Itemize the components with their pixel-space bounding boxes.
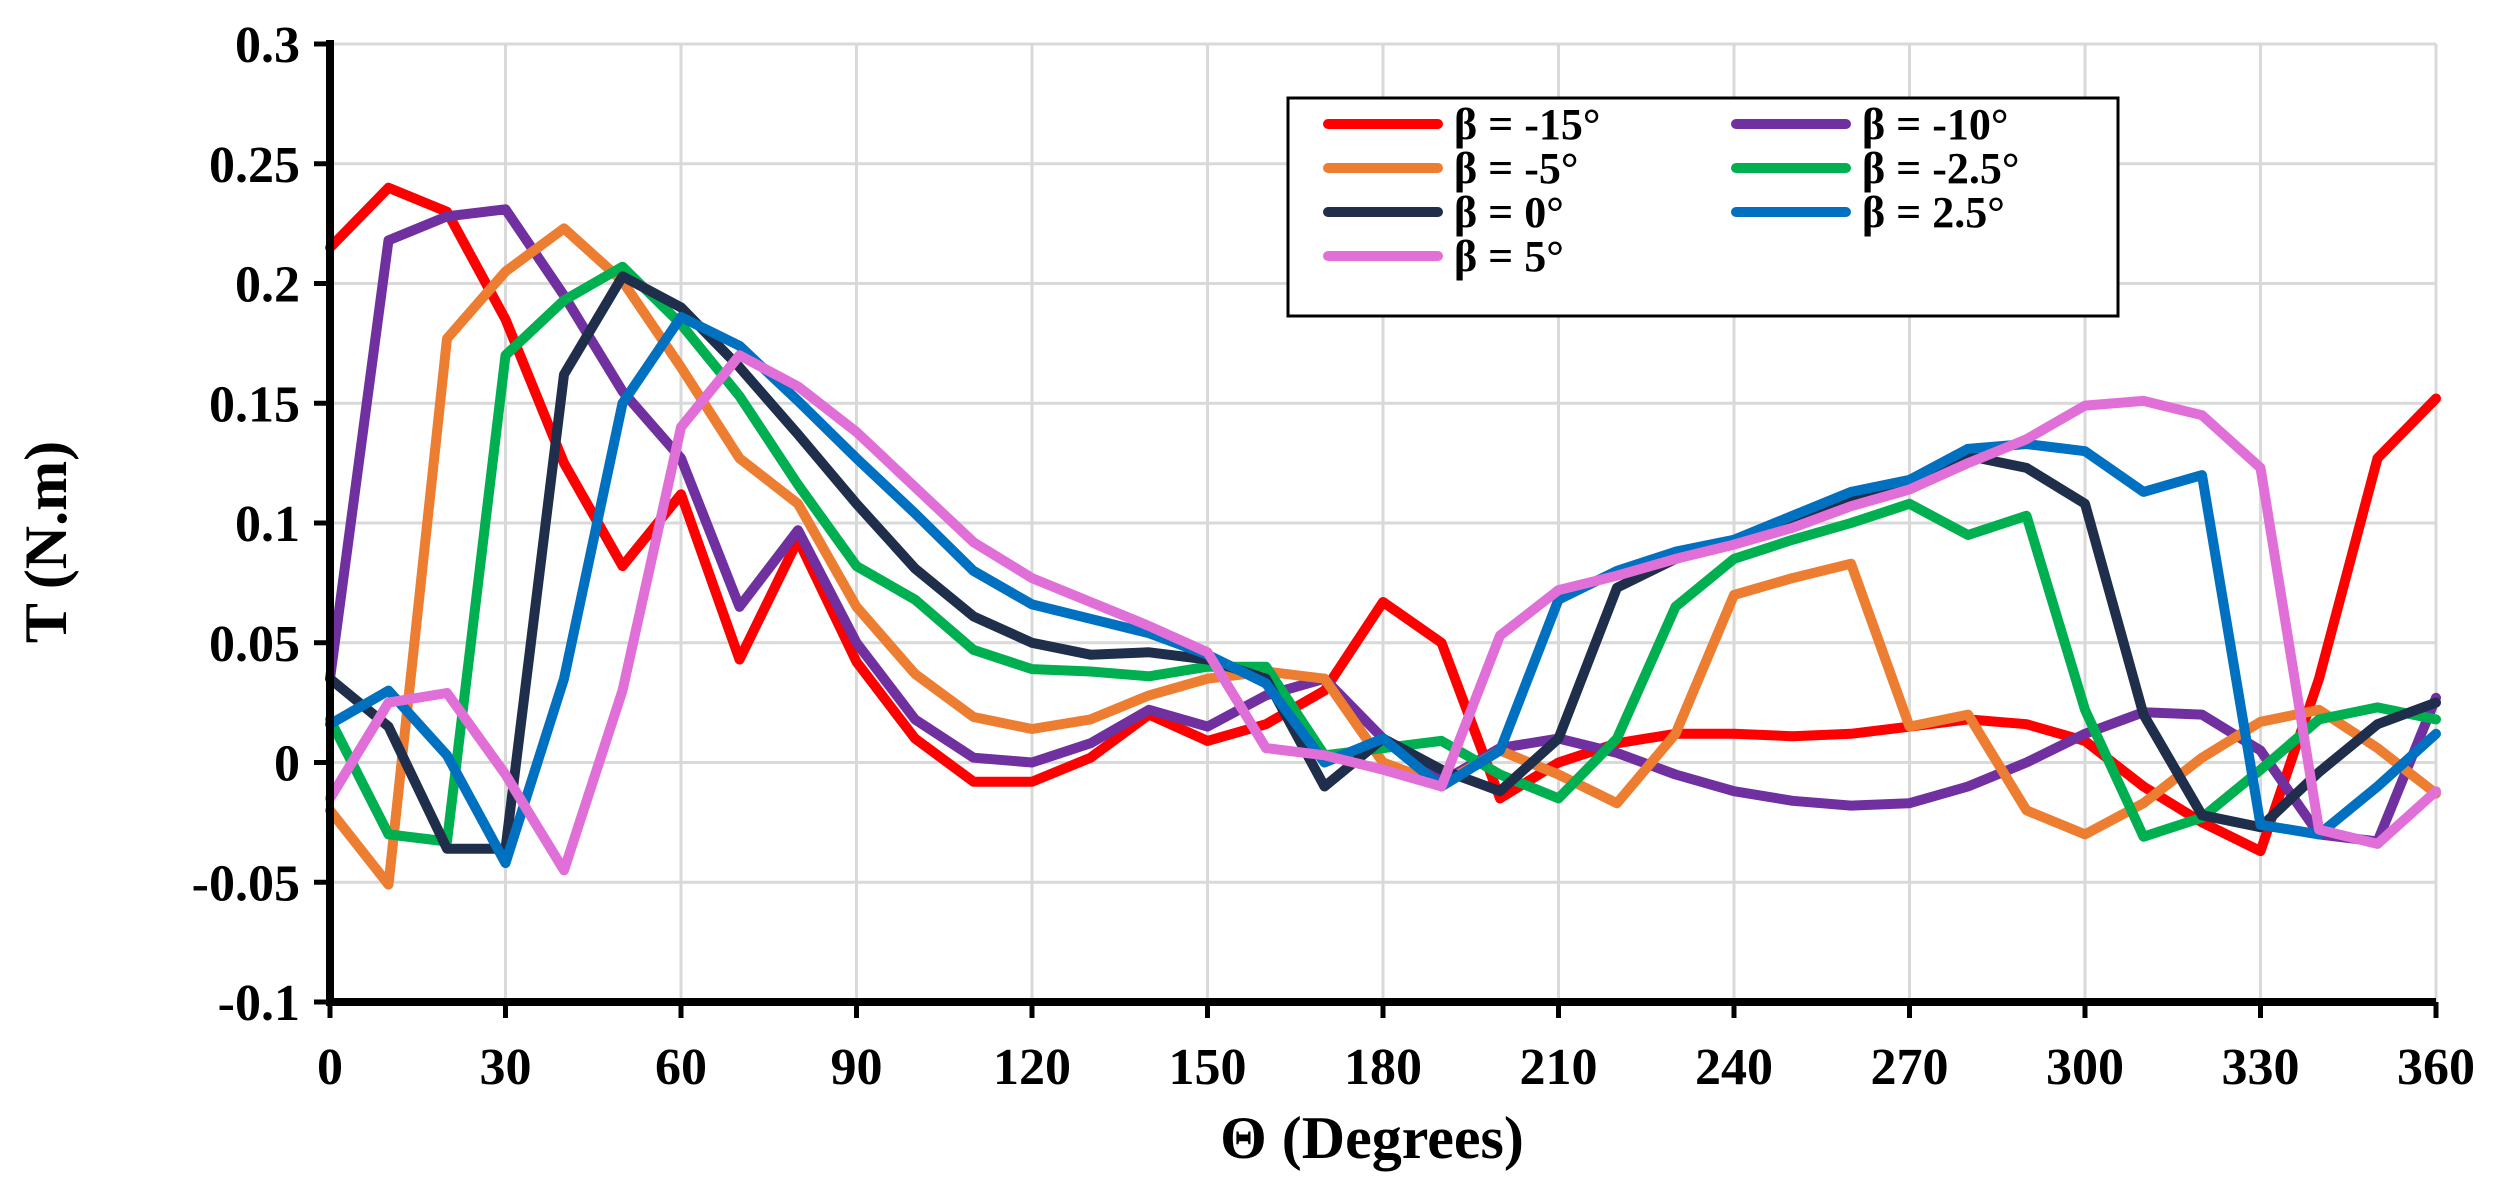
y-tick-label: 0.05	[209, 616, 300, 673]
legend-label-5: β = 2.5°	[1862, 188, 2005, 237]
legend: β = -15° β = -10°β = -5° β = -2.5°β = 0° β …	[1286, 96, 2120, 318]
legend-label-0: β = -15°	[1454, 100, 1601, 149]
series-line-0	[325, 182, 2441, 857]
x-tick-label: 30	[480, 1039, 532, 1096]
series-line-2	[325, 223, 2441, 890]
x-tick-label: 270	[1871, 1039, 1949, 1096]
x-tick-label: 90	[831, 1039, 883, 1096]
y-axis-title: T (N.m)	[13, 441, 79, 643]
x-tick-label: 210	[1520, 1039, 1598, 1096]
y-tick-label: 0	[274, 736, 300, 793]
x-tick-label: 180	[1344, 1039, 1422, 1096]
x-tick-label: 60	[655, 1039, 707, 1096]
x-tick-label: 330	[2222, 1039, 2300, 1096]
legend-label-2: β = -5°	[1454, 144, 1579, 193]
x-axis-title: Θ (Degrees)	[1220, 1105, 1524, 1171]
x-tick-label: 240	[1695, 1039, 1773, 1096]
x-tick-label: 150	[1169, 1039, 1247, 1096]
y-tick-label: 0.3	[235, 17, 300, 74]
legend-label-6: β = 5°	[1454, 232, 1564, 281]
y-tick-label: 0.1	[235, 496, 300, 553]
y-tick-label: -0.05	[192, 855, 300, 912]
series-line-6	[325, 350, 2441, 876]
y-tick-label: 0.15	[209, 376, 300, 433]
y-tick-label: -0.1	[218, 975, 300, 1032]
series-line-5	[325, 312, 2441, 869]
x-tick-label: 120	[993, 1039, 1071, 1096]
legend-label-1: β = -10°	[1862, 100, 2009, 149]
legend-label-3: β = -2.5°	[1862, 144, 2020, 193]
data-series	[325, 182, 2441, 890]
y-tick-label: 0.25	[209, 137, 300, 194]
y-tick-label: 0.2	[235, 257, 300, 314]
x-tick-label: 360	[2397, 1039, 2475, 1096]
axes	[314, 40, 2439, 1018]
legend-label-4: β = 0°	[1454, 188, 1564, 237]
x-tick-label: 300	[2046, 1039, 2124, 1096]
tick-labels: 0 30 60 90 120 150 180 210 240 270 300 330 360 -0.1 -0…	[192, 17, 2475, 1096]
x-tick-label: 0	[317, 1039, 343, 1096]
